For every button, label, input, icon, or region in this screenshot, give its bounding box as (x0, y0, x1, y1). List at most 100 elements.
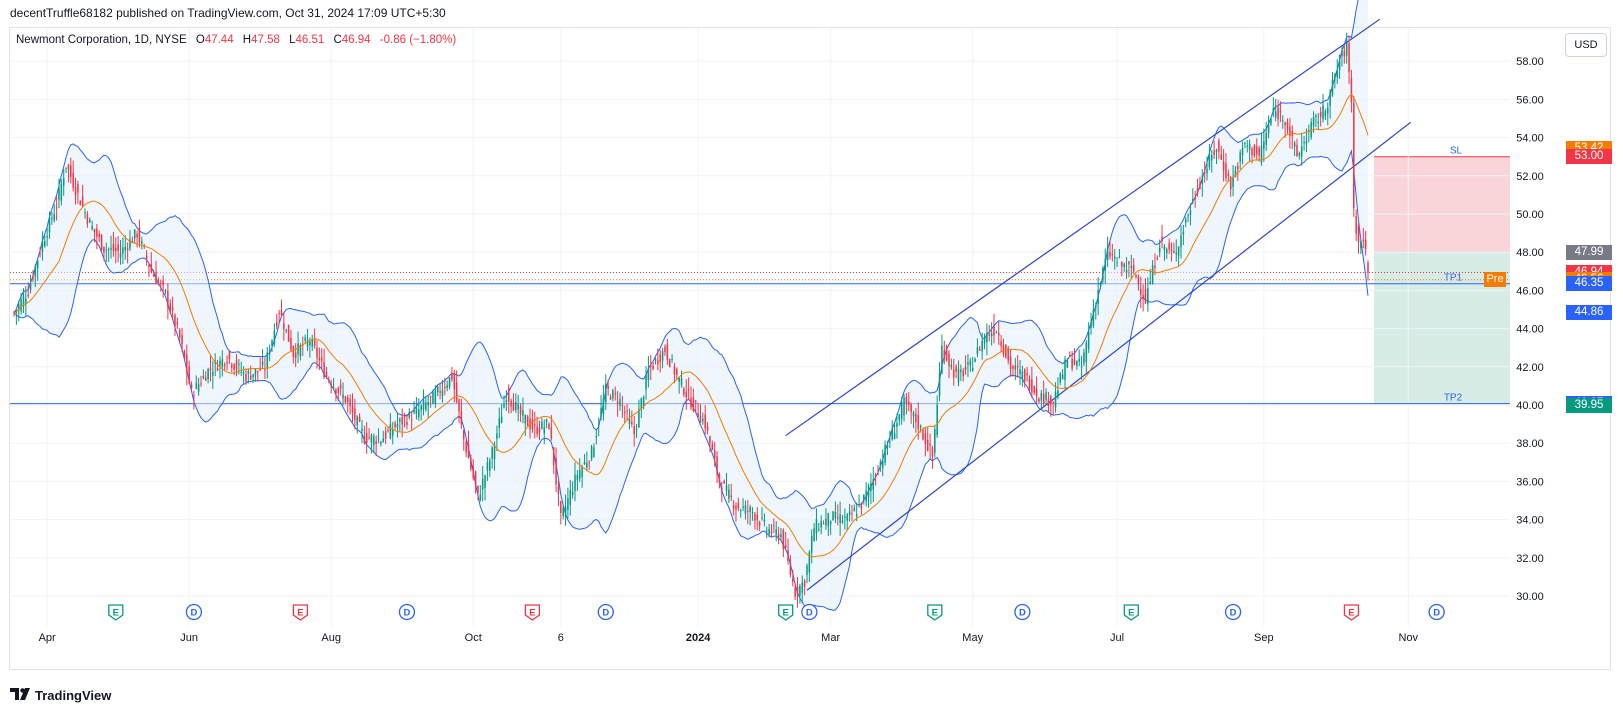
candle (36, 259, 39, 281)
candle (1241, 141, 1244, 165)
candle-body (226, 362, 228, 364)
candle (1016, 354, 1019, 378)
candle (1080, 355, 1083, 380)
candle-body (389, 424, 392, 439)
candle (311, 334, 314, 351)
candle-body (1023, 369, 1026, 382)
candle (1035, 376, 1038, 405)
dividend-shape (1224, 603, 1242, 621)
currency-button[interactable]: USD (1565, 33, 1607, 57)
candle-body (782, 529, 785, 550)
tp-label: TP1 (1444, 273, 1463, 284)
candle (834, 501, 837, 524)
candle-body (190, 384, 193, 389)
candle (415, 397, 418, 420)
candle-body (1142, 294, 1144, 299)
candle-body (855, 514, 858, 517)
candle (1237, 161, 1239, 181)
candle (103, 246, 105, 261)
candle (1156, 255, 1159, 261)
candle (1111, 243, 1114, 262)
candle-body (1206, 168, 1208, 174)
candle (1139, 276, 1142, 309)
candle-body (704, 414, 706, 429)
candle-body (915, 413, 917, 423)
candle (1350, 69, 1353, 113)
candle-body (1270, 118, 1272, 125)
candle-body (261, 361, 264, 366)
candle-body (1331, 79, 1334, 96)
candle (531, 409, 534, 433)
candle-body (174, 315, 176, 327)
candle (936, 395, 938, 438)
price-tag: 39.95 (1566, 398, 1612, 414)
candle (1175, 239, 1178, 262)
candle-body (922, 430, 924, 440)
earnings-icon: E (1123, 604, 1139, 621)
candle-body (1326, 107, 1329, 114)
candle (609, 394, 612, 401)
candle (396, 413, 399, 438)
candle-body (1210, 155, 1213, 161)
candle-body (1125, 269, 1128, 274)
earnings-icon: E (524, 604, 541, 621)
candle (983, 333, 986, 350)
candle (117, 236, 119, 263)
candle-body (777, 533, 780, 540)
candle (221, 350, 224, 377)
candle-body (150, 264, 153, 272)
candle (1255, 138, 1258, 161)
stop-label: SL (1450, 146, 1463, 157)
candle-body (590, 446, 593, 460)
candle-body (1170, 249, 1173, 251)
candle (1142, 284, 1144, 312)
candle (29, 274, 32, 294)
candle (574, 462, 576, 502)
candle (1338, 54, 1341, 79)
candle (17, 300, 20, 322)
candle (517, 394, 519, 422)
candle-body (910, 404, 912, 413)
candle-body (446, 385, 448, 388)
candle (763, 513, 766, 527)
candle (1293, 140, 1296, 157)
tradingview-brand[interactable]: TradingView (10, 688, 111, 703)
candle-body (1040, 392, 1043, 401)
candle-body (732, 505, 735, 509)
candle (1021, 365, 1024, 387)
candle-body (212, 371, 214, 376)
candle-body (768, 529, 770, 535)
candle-body (1289, 126, 1291, 136)
candle (979, 345, 981, 351)
publish-caption: decentTruffle68182 published on TradingV… (10, 6, 446, 20)
candle-body (678, 377, 680, 382)
candle (503, 395, 505, 409)
candle (1116, 256, 1118, 268)
candle-body (974, 359, 976, 363)
candle-body (1071, 359, 1073, 369)
candle (896, 413, 898, 439)
candle (1206, 156, 1208, 181)
candle-body (152, 275, 155, 277)
candle (822, 520, 825, 525)
candle (318, 347, 321, 370)
candle (507, 384, 510, 414)
candle (1355, 209, 1357, 241)
candle-body (169, 303, 172, 312)
candle (285, 329, 287, 334)
candle (898, 413, 901, 426)
dividend-shape (801, 603, 818, 621)
candle (212, 360, 214, 389)
candle (588, 459, 590, 470)
y-tick-label: 58.00 (1516, 56, 1544, 68)
candle-body (439, 391, 441, 393)
event-letter: E (1348, 608, 1354, 619)
candle-body (93, 228, 96, 233)
candle-body (1175, 252, 1178, 255)
candle-body (879, 462, 882, 466)
candle-body (676, 368, 678, 375)
candle (739, 508, 742, 518)
candle-body (65, 167, 67, 169)
candle-body (264, 369, 266, 371)
